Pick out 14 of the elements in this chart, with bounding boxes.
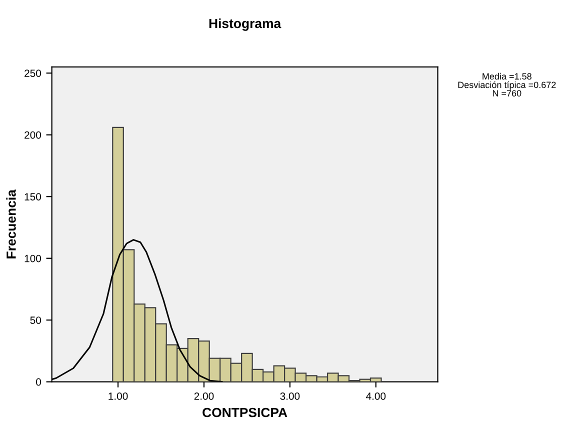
y-tick-label: 250: [24, 70, 42, 77]
x-tick-label: 4.00: [366, 392, 386, 400]
y-tick-label: 150: [24, 193, 42, 200]
text: Media =1.58 Desviación típica =0.672 N =760: [458, 72, 556, 96]
y-tick-label: 50: [30, 316, 42, 324]
y-tick-label: 200: [24, 131, 42, 139]
x-axis-title: CONTPSICPA: [202, 408, 288, 418]
x-tick-label: 3.00: [280, 392, 300, 400]
x-tick-label: 2.00: [194, 392, 214, 400]
y-tick-label: 0: [36, 378, 42, 386]
y-axis-title: Frecuencia: [6, 189, 16, 258]
x-tick-label: 1.00: [108, 392, 128, 400]
y-tick-label: 100: [24, 254, 42, 262]
chart-title: Histograma: [209, 18, 282, 31]
